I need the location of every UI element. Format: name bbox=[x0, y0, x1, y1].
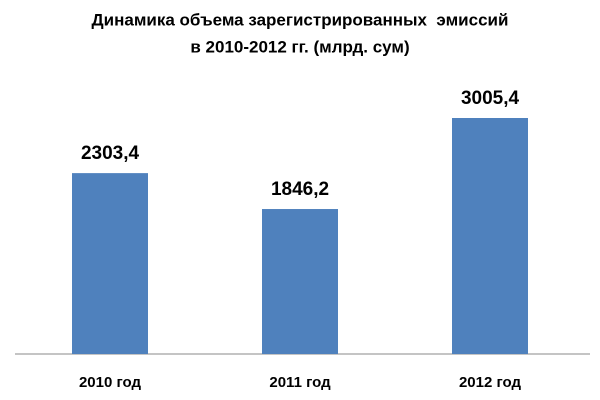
chart-title: Динамика объема зарегистрированных эмисс… bbox=[92, 10, 509, 29]
x-tick-label: 2010 год bbox=[79, 374, 142, 391]
chart-title: в 2010-2012 гг. (млрд. сум) bbox=[190, 37, 409, 56]
value-label: 2303,4 bbox=[81, 143, 140, 164]
bar bbox=[72, 173, 148, 354]
x-tick-label: 2011 год bbox=[269, 374, 331, 391]
bar bbox=[452, 118, 528, 354]
value-label: 3005,4 bbox=[461, 88, 520, 109]
bar bbox=[262, 209, 338, 354]
value-label: 1846,2 bbox=[271, 179, 329, 200]
x-tick-label: 2012 год bbox=[459, 374, 522, 391]
